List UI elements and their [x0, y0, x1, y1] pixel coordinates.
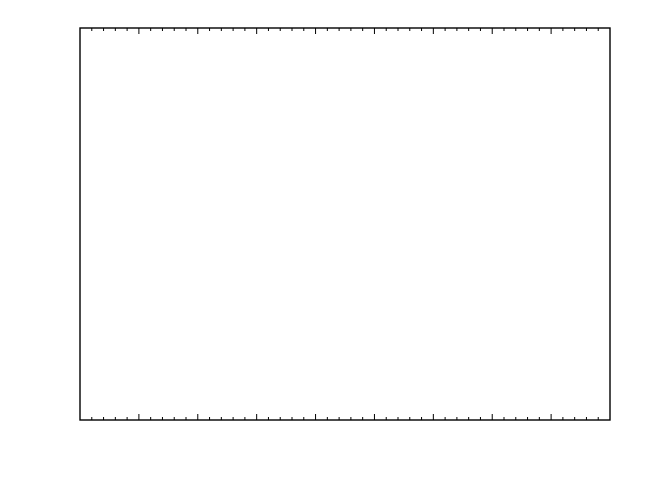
figure-root: { "canvas": { "width": 666, "height": 50…	[0, 0, 666, 500]
chart-svg	[0, 0, 666, 500]
plot-area	[80, 28, 610, 420]
